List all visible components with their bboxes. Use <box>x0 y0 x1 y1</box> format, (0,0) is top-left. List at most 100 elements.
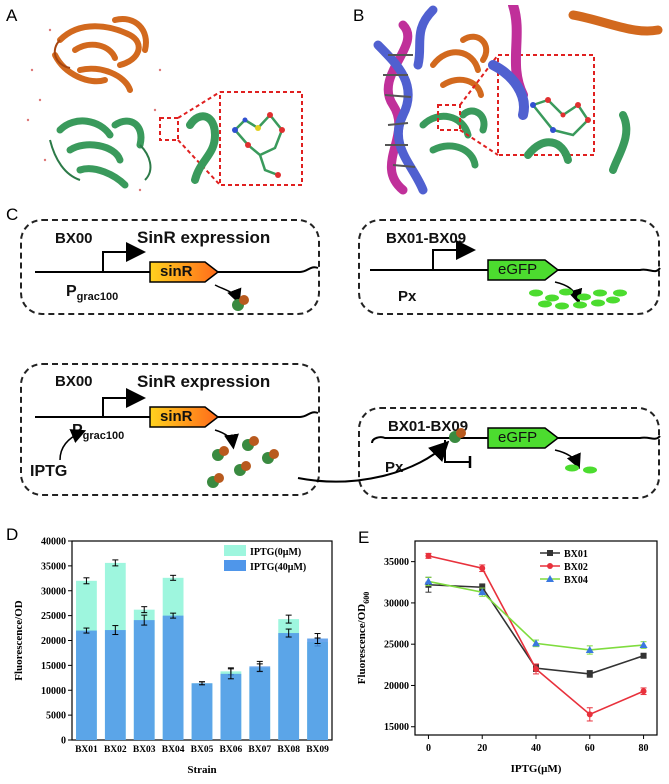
data-point <box>640 652 647 659</box>
y-axis-label: Fluorescence/OD600 <box>356 592 371 684</box>
bar-chart-d: 0 5000 10000 15000 20000 25000 30000 35000 40000… <box>13 537 333 776</box>
legend-marker <box>547 563 553 569</box>
circuit-box-bottom-left <box>20 363 320 496</box>
data-point <box>532 639 540 647</box>
x-tick-label: 80 <box>639 743 649 754</box>
legend-swatch <box>224 545 246 556</box>
x-tick-label: BX08 <box>277 745 300 755</box>
legend-swatch <box>224 560 246 571</box>
legend-label: BX01 <box>564 549 588 560</box>
panel-label-a: A <box>6 6 18 25</box>
data-point <box>479 584 486 591</box>
y-tick-label: 10000 <box>41 686 66 697</box>
x-tick-label: 40 <box>531 743 541 754</box>
y-tick-label: 35000 <box>41 561 66 572</box>
top-right-promoter: Px <box>398 288 417 305</box>
legend-label: BX04 <box>564 575 588 586</box>
x-tick-label: BX03 <box>133 745 156 755</box>
y-axis-label: Fluorescence/OD <box>13 600 25 680</box>
legend-marker <box>547 550 553 556</box>
promoter-sub: grac100 <box>76 291 119 304</box>
y-tick-label: 5000 <box>46 711 66 722</box>
y-tick-label: 20000 <box>384 681 409 692</box>
y-tick-label: 35000 <box>384 557 409 568</box>
y-tick-label: 15000 <box>384 722 409 733</box>
promoter-p: P <box>66 283 77 300</box>
x-tick-label: BX09 <box>306 745 329 755</box>
legend-marker <box>546 575 554 582</box>
sinr-protein-icon <box>232 295 249 311</box>
y-tick-label: 40000 <box>41 537 66 548</box>
x-axis-label: IPTG(μM) <box>511 763 562 775</box>
top-left-subtitle: SinR expression <box>137 228 271 247</box>
x-tick-label: BX01 <box>75 745 98 755</box>
top-left-title: BX00 <box>55 230 93 247</box>
data-point <box>478 588 487 596</box>
y-tick-label: 25000 <box>384 640 409 651</box>
bar-bx08-iptg40 <box>278 633 300 740</box>
top-left-promoter: Pgrac100 <box>66 283 118 303</box>
y-tick-label: 25000 <box>41 611 66 622</box>
bar-bx05-iptg40 <box>191 683 213 740</box>
bottom-left-subtitle: SinR expression <box>137 372 271 391</box>
protein-dna-complex-b <box>373 5 663 195</box>
y-tick-label: 30000 <box>384 598 409 609</box>
y-tick-label: 0 <box>61 736 66 747</box>
panel-label-e: E <box>358 528 370 547</box>
legend-label: IPTG(40μM) <box>250 562 306 573</box>
data-point <box>640 688 647 695</box>
plot-frame <box>414 540 658 736</box>
promoter-sub: grac100 <box>82 430 125 443</box>
data-point <box>533 665 539 672</box>
y-tick-label: 15000 <box>41 661 66 672</box>
bottom-left-title: BX00 <box>55 373 93 390</box>
legend-label: BX02 <box>564 562 588 573</box>
data-point <box>479 565 486 572</box>
protein-structure-a <box>26 16 303 192</box>
x-tick-label: BX04 <box>162 745 185 755</box>
panel-label-d: D <box>6 525 19 544</box>
bar-bx09-iptg40 <box>307 638 328 740</box>
legend-label: IPTG(0μM) <box>250 547 301 558</box>
circuit-box-top-right <box>358 219 660 315</box>
x-axis-label: Strain <box>187 764 216 776</box>
circuit-box-top-left <box>20 219 320 315</box>
bar-bx06-iptg40 <box>220 673 242 740</box>
egfp-gene-label: eGFP <box>498 261 538 278</box>
egfp-fluorescence-dots <box>529 288 627 310</box>
x-tick-label: 60 <box>585 743 595 754</box>
data-point <box>639 641 648 649</box>
sinr-gene-label: sinR <box>160 263 193 280</box>
x-tick-label: BX06 <box>220 745 243 755</box>
x-tick-label: BX02 <box>104 745 127 755</box>
sinr-protein-cluster <box>207 436 279 488</box>
circuit-box-bottom-right <box>358 407 660 499</box>
circuit-drawings <box>35 240 661 488</box>
sinr-gene-shape <box>149 261 220 283</box>
series-line-bx02 <box>428 555 644 716</box>
egfp-gene-shape <box>487 259 560 281</box>
panel-label-c: C <box>6 205 19 224</box>
bar-bx07-iptg40 <box>249 666 271 740</box>
x-tick-label: BX07 <box>248 745 271 755</box>
x-tick-label: 20 <box>477 743 487 754</box>
bar-bx03-iptg40 <box>133 620 155 740</box>
panel-label-b: B <box>353 6 365 25</box>
top-right-title: BX01-BX09 <box>386 230 467 247</box>
x-tick-label: 0 <box>426 743 431 754</box>
series-line-bx01 <box>428 583 644 675</box>
data-point <box>424 577 433 585</box>
data-point <box>585 645 594 653</box>
line-chart-e: 15000 20000 25000 30000 35000 0 20 40 60 80 IPTG(μ… <box>356 540 658 775</box>
x-tick-label: BX05 <box>191 745 214 755</box>
bar-bx02-iptg40 <box>104 630 126 740</box>
sinr-gene-label: sinR <box>160 408 193 425</box>
data-point <box>425 552 432 559</box>
bottom-right-title: BX01-BX09 <box>388 418 469 435</box>
bar-bx01-iptg40 <box>76 630 97 740</box>
data-point <box>586 670 593 677</box>
bar-bx04-iptg40 <box>162 615 184 740</box>
data-point <box>586 711 593 718</box>
egfp-gene-label: eGFP <box>498 429 538 446</box>
iptg-inducer: IPTG <box>30 463 68 480</box>
